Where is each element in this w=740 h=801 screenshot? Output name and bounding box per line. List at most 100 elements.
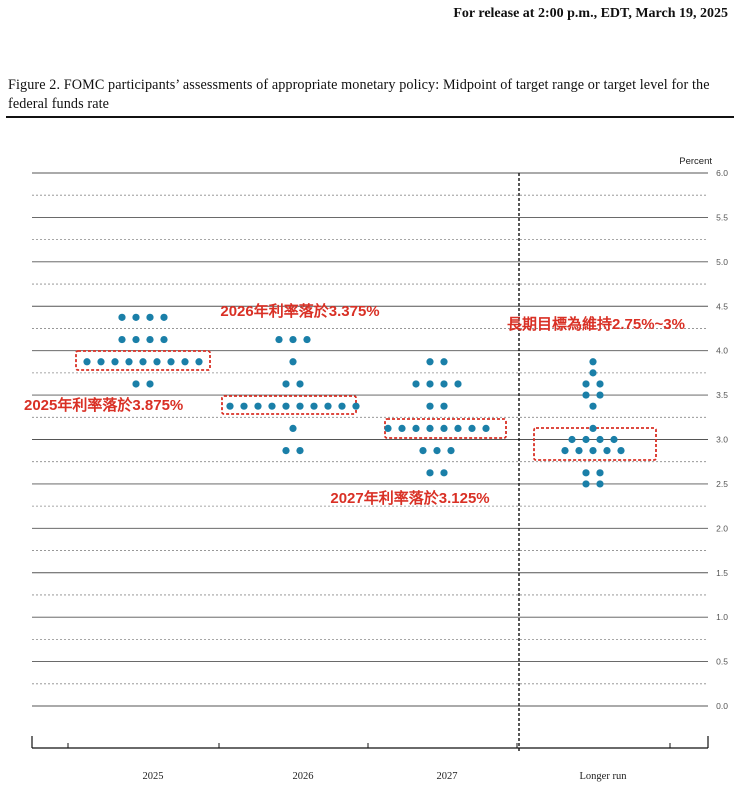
participant-dot xyxy=(125,358,133,366)
participant-dot xyxy=(153,358,161,366)
release-notice: For release at 2:00 p.m., EDT, March 19,… xyxy=(453,6,728,21)
participant-dot xyxy=(440,469,448,477)
y-tick-label: 4.5 xyxy=(716,301,728,311)
participant-dot xyxy=(167,358,175,366)
participant-dot xyxy=(146,313,154,321)
participant-dot xyxy=(610,435,618,444)
participant-dot xyxy=(254,402,262,410)
y-tick-label: 2.0 xyxy=(716,523,728,533)
annotation-label: 2026年利率落於3.375% xyxy=(220,302,379,320)
participant-dot xyxy=(160,313,168,321)
participant-dot xyxy=(338,402,346,410)
participant-dot xyxy=(412,380,420,388)
participant-dot xyxy=(132,313,140,321)
participant-dot xyxy=(596,469,604,477)
annotation-label: 2025年利率落於3.875% xyxy=(24,396,183,414)
caption-rule xyxy=(6,116,734,118)
highlight-box xyxy=(533,427,657,461)
participant-dot xyxy=(310,402,318,410)
y-tick-label: 3.0 xyxy=(716,435,728,445)
y-tick-label: 1.0 xyxy=(716,612,728,622)
participant-dot xyxy=(275,335,283,344)
participant-dot xyxy=(589,402,597,410)
participant-dot xyxy=(111,358,119,366)
participant-dot xyxy=(568,435,576,444)
participant-dot xyxy=(296,447,304,455)
y-tick-label: 3.5 xyxy=(716,390,728,400)
participant-dot xyxy=(118,313,126,321)
participant-dot xyxy=(561,447,569,455)
gridlines xyxy=(32,172,708,707)
participant-dot xyxy=(596,480,604,488)
highlight-box xyxy=(75,350,211,371)
participant-dot xyxy=(582,469,590,477)
annotation-label: 長期目標為維持2.75%~3% xyxy=(507,315,685,333)
participant-dot xyxy=(289,424,297,432)
participant-dot xyxy=(440,402,448,410)
participant-dot xyxy=(160,335,168,344)
participant-dot xyxy=(440,380,448,388)
participant-dot xyxy=(426,380,434,388)
participant-dot xyxy=(447,447,455,455)
x-category-label: 2027 xyxy=(437,771,458,782)
participant-dot xyxy=(589,358,597,366)
participant-dot xyxy=(132,380,140,388)
participant-dot xyxy=(582,380,590,388)
participant-dot xyxy=(324,402,332,410)
participant-dot xyxy=(83,358,91,366)
participant-dot xyxy=(118,335,126,344)
y-tick-label: 0.0 xyxy=(716,701,728,711)
participant-dot xyxy=(146,380,154,388)
participant-dot xyxy=(282,447,290,455)
x-category-label: 2025 xyxy=(143,771,164,782)
participant-dot xyxy=(139,358,147,366)
participant-dot xyxy=(582,435,590,444)
participant-dot xyxy=(426,358,434,366)
y-tick-label: 1.5 xyxy=(716,568,728,578)
participant-dot xyxy=(582,480,590,488)
y-tick-label: 0.5 xyxy=(716,657,728,667)
x-category-label: Longer run xyxy=(580,771,628,782)
annotation-label: 2027年利率落於3.125% xyxy=(330,489,489,507)
x-category-label: 2026 xyxy=(293,771,314,782)
participant-dot xyxy=(589,424,597,432)
participant-dot xyxy=(268,402,276,410)
participant-dot xyxy=(412,424,420,432)
annotations: 2026年利率落於3.375% 長期目標為維持2.75%~3% 2025年利率落於3… xyxy=(24,302,685,507)
y-unit-label: Percent xyxy=(679,156,712,167)
participant-dot xyxy=(582,391,590,399)
dots xyxy=(83,313,625,488)
participant-dot xyxy=(240,402,248,410)
y-tick-label: 5.5 xyxy=(716,212,728,222)
axes: 0.0 0.5 1.0 1.5 2.0 2.5 3.0 3.5 4.0 4.5 5.0 5.5 6.0 P… xyxy=(31,156,728,782)
participant-dot xyxy=(398,424,406,432)
participant-dot xyxy=(426,402,434,410)
y-tick-label: 5.0 xyxy=(716,257,728,267)
participant-dot xyxy=(426,424,434,432)
participant-dot xyxy=(303,335,311,344)
participant-dot xyxy=(146,335,154,344)
participant-dot xyxy=(440,358,448,366)
participant-dot xyxy=(132,335,140,344)
participant-dot xyxy=(596,391,604,399)
participant-dot xyxy=(426,469,434,477)
participant-dot xyxy=(296,402,304,410)
participant-dot xyxy=(482,424,490,432)
participant-dot xyxy=(440,424,448,432)
participant-dot xyxy=(589,369,597,377)
participant-dot xyxy=(603,447,611,455)
participant-dot xyxy=(468,424,476,432)
participant-dot xyxy=(282,380,290,388)
participant-dot xyxy=(195,358,203,366)
participant-dot xyxy=(419,447,427,455)
y-tick-label: 4.0 xyxy=(716,346,728,356)
participant-dot xyxy=(352,402,360,410)
participant-dot xyxy=(617,447,625,455)
participant-dot xyxy=(433,447,441,455)
participant-dot xyxy=(181,358,189,366)
y-tick-label: 2.5 xyxy=(716,479,728,489)
participant-dot xyxy=(282,402,290,410)
participant-dot xyxy=(226,402,234,410)
participant-dot xyxy=(575,447,583,455)
highlight-box xyxy=(221,395,357,415)
